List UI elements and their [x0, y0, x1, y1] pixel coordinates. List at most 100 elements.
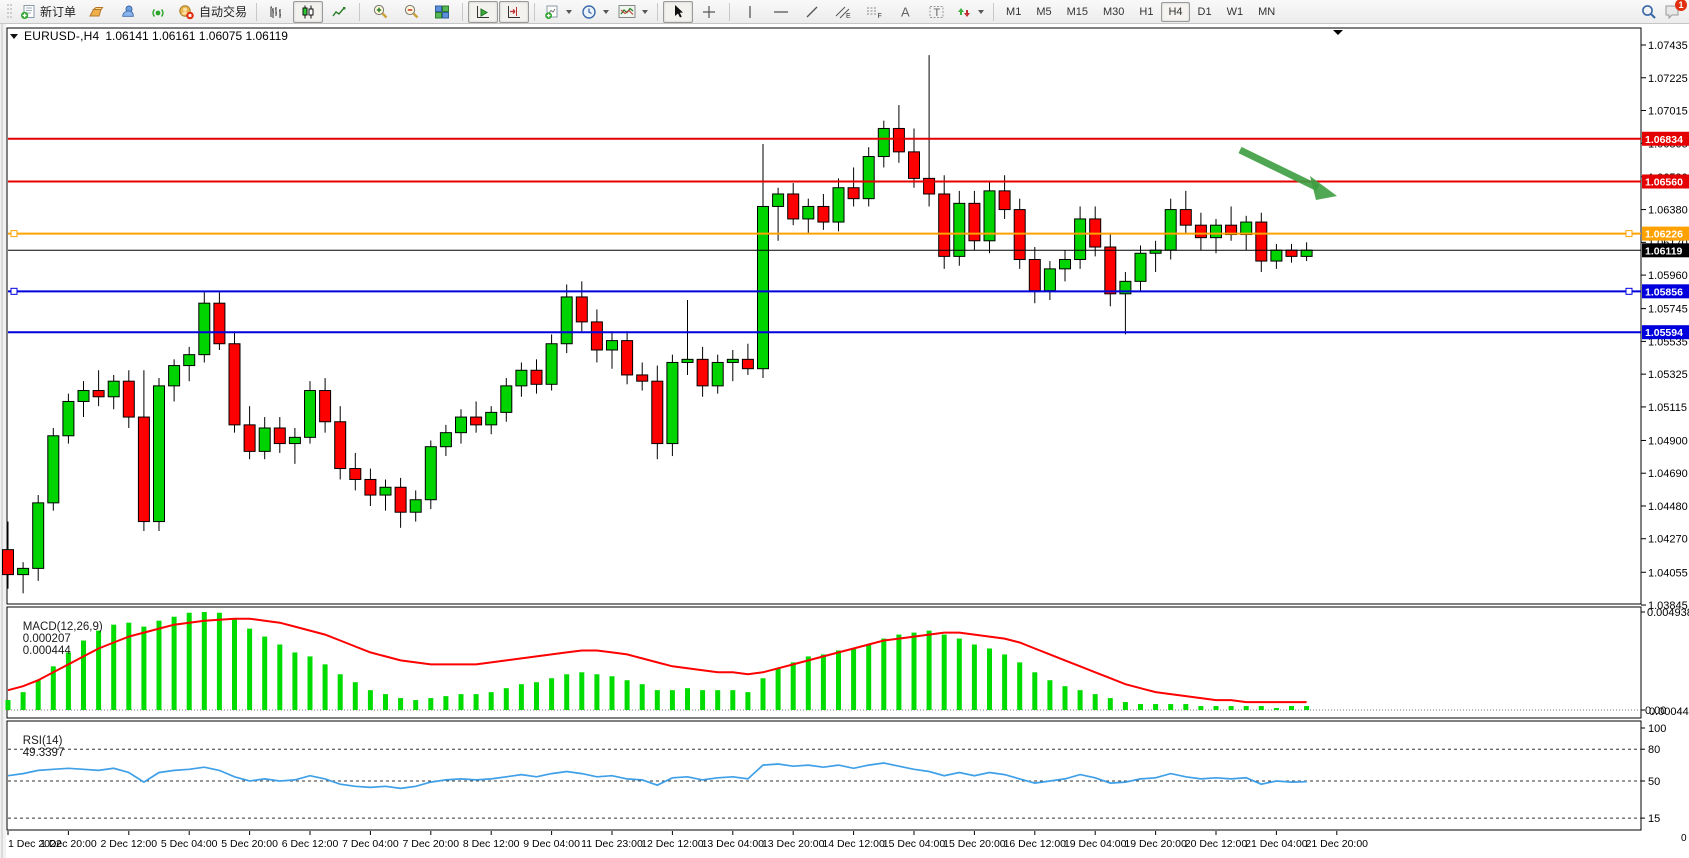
chart-canvas[interactable]: 1.074351.072251.070151.068051.065901.063…: [0, 24, 1689, 858]
toolbar: 新订单 自动交易: [0, 0, 1689, 24]
macd-histogram-bar: [352, 682, 358, 710]
candle-body: [1179, 209, 1192, 226]
crosshair-button[interactable]: [694, 1, 724, 23]
expand-panel-icon[interactable]: [10, 33, 18, 39]
macd-histogram-bar: [35, 680, 41, 710]
publisher-icon: [122, 5, 134, 17]
candle-body: [1028, 259, 1041, 292]
rsi-zero-label: 0: [1681, 833, 1687, 844]
candle-body: [183, 354, 196, 367]
macd-histogram-bar: [911, 632, 917, 710]
auto-trading-button[interactable]: 自动交易: [174, 1, 251, 23]
svg-text:A: A: [901, 4, 910, 19]
candle-body: [470, 416, 483, 426]
horizontal-line-button[interactable]: [766, 1, 796, 23]
candle-body: [666, 361, 679, 445]
vertical-line-button[interactable]: [735, 1, 765, 23]
zoom-in-button[interactable]: [365, 1, 395, 23]
rsi-name: RSI(14): [22, 735, 63, 747]
macd-histogram-bar: [307, 656, 313, 710]
timeframe-M30[interactable]: M30: [1103, 5, 1125, 18]
periods-button[interactable]: [577, 1, 613, 23]
rsi-pane[interactable]: [6, 720, 1642, 831]
auto-trading-label: 自动交易: [199, 5, 248, 19]
macd-histogram-bar: [1017, 662, 1023, 710]
candlestick-chart-button[interactable]: [293, 0, 324, 23]
candle-body: [198, 302, 211, 356]
price-tag-label: 1.06226: [1645, 229, 1683, 241]
timeframe-D1[interactable]: D1: [1197, 5, 1212, 18]
arrows-tool-button[interactable]: [952, 1, 988, 23]
macd-histogram-bar: [1213, 706, 1219, 710]
community-button[interactable]: 1: [1663, 0, 1687, 20]
macd-histogram-bar: [609, 676, 615, 710]
macd-histogram-bar: [277, 644, 283, 710]
timeframe-H4[interactable]: H4: [1161, 1, 1190, 22]
candle-body: [1104, 246, 1117, 295]
svg-text:F: F: [878, 13, 882, 20]
tile-windows-button[interactable]: [427, 1, 457, 23]
publisher-button[interactable]: [112, 1, 142, 23]
line-handle[interactable]: [1625, 287, 1633, 295]
zoom-out-button[interactable]: [396, 1, 426, 23]
indicators-button[interactable]: [614, 1, 652, 23]
line-handle[interactable]: [10, 287, 18, 295]
time-tick-label: 7 Dec 04:00: [342, 838, 399, 850]
symbol-title: EURUSD-,H4: [24, 29, 100, 43]
line-chart-icon: [332, 6, 346, 16]
macd-histogram-bar: [971, 644, 977, 710]
timeframe-MN[interactable]: MN: [1258, 5, 1276, 18]
time-tick-label: 16 Dec 12:00: [1004, 838, 1067, 850]
line-handle[interactable]: [10, 230, 18, 238]
rsi-scale-label: 50: [1648, 776, 1660, 788]
time-tick-label: 21 Dec 20:00: [1306, 838, 1369, 850]
separator: [657, 2, 659, 21]
trend-arrow[interactable]: [1238, 146, 1320, 192]
macd-name: MACD(12,26,9): [22, 621, 103, 633]
candle-body: [243, 424, 256, 452]
macd-histogram-bar: [1107, 698, 1113, 710]
label-tool-button[interactable]: T: [921, 1, 951, 23]
notification-badge: 1: [1675, 0, 1687, 11]
dropdown-caret-icon: [566, 9, 573, 14]
price-tick-label: 1.03845: [1648, 600, 1688, 612]
bar-chart-button[interactable]: [262, 1, 292, 23]
macd-histogram-bar: [367, 690, 373, 710]
dropdown-caret-icon: [603, 9, 610, 14]
candle-body: [364, 478, 377, 496]
chart-shift-marker-icon[interactable]: [1333, 30, 1343, 35]
trend-arrow-head: [1310, 176, 1337, 200]
timeframe-W1[interactable]: W1: [1226, 5, 1244, 18]
price-tick-label: 1.07015: [1648, 106, 1688, 118]
new-order-button[interactable]: 新订单: [16, 1, 80, 23]
macd-histogram-bar: [669, 690, 675, 710]
cursor-button[interactable]: [663, 0, 694, 23]
timeframe-M5[interactable]: M5: [1036, 5, 1052, 18]
line-chart-button[interactable]: [324, 1, 354, 23]
timeframe-M15[interactable]: M15: [1066, 5, 1088, 18]
main-pane[interactable]: [6, 27, 1642, 605]
search-icon[interactable]: [1640, 3, 1657, 20]
macd-histogram-bar: [1032, 672, 1038, 710]
line-handle[interactable]: [1625, 230, 1633, 238]
fibonacci-button[interactable]: F: [859, 1, 889, 23]
channel-button[interactable]: E: [828, 1, 858, 23]
macd-histogram-bar: [141, 626, 147, 710]
toolbar-grip[interactable]: [7, 3, 12, 20]
candle-body: [424, 446, 437, 501]
chart-shift-button[interactable]: [499, 0, 530, 23]
candle-body: [349, 468, 362, 480]
new-chart-button[interactable]: [540, 1, 576, 23]
new-order-label: 新订单: [40, 5, 77, 19]
candle-body: [923, 177, 936, 195]
text-tool-button[interactable]: A: [890, 1, 920, 23]
auto-scroll-button[interactable]: [468, 0, 499, 23]
signals-button[interactable]: [143, 1, 173, 23]
market-watch-button[interactable]: [81, 1, 111, 23]
macd-histogram-bar: [1198, 706, 1204, 710]
timeframe-M1[interactable]: M1: [1006, 5, 1022, 18]
candle-body: [455, 416, 467, 434]
trendline-button[interactable]: [797, 1, 827, 23]
timeframe-H1[interactable]: H1: [1139, 5, 1154, 18]
zoom-in-icon: [373, 4, 387, 19]
